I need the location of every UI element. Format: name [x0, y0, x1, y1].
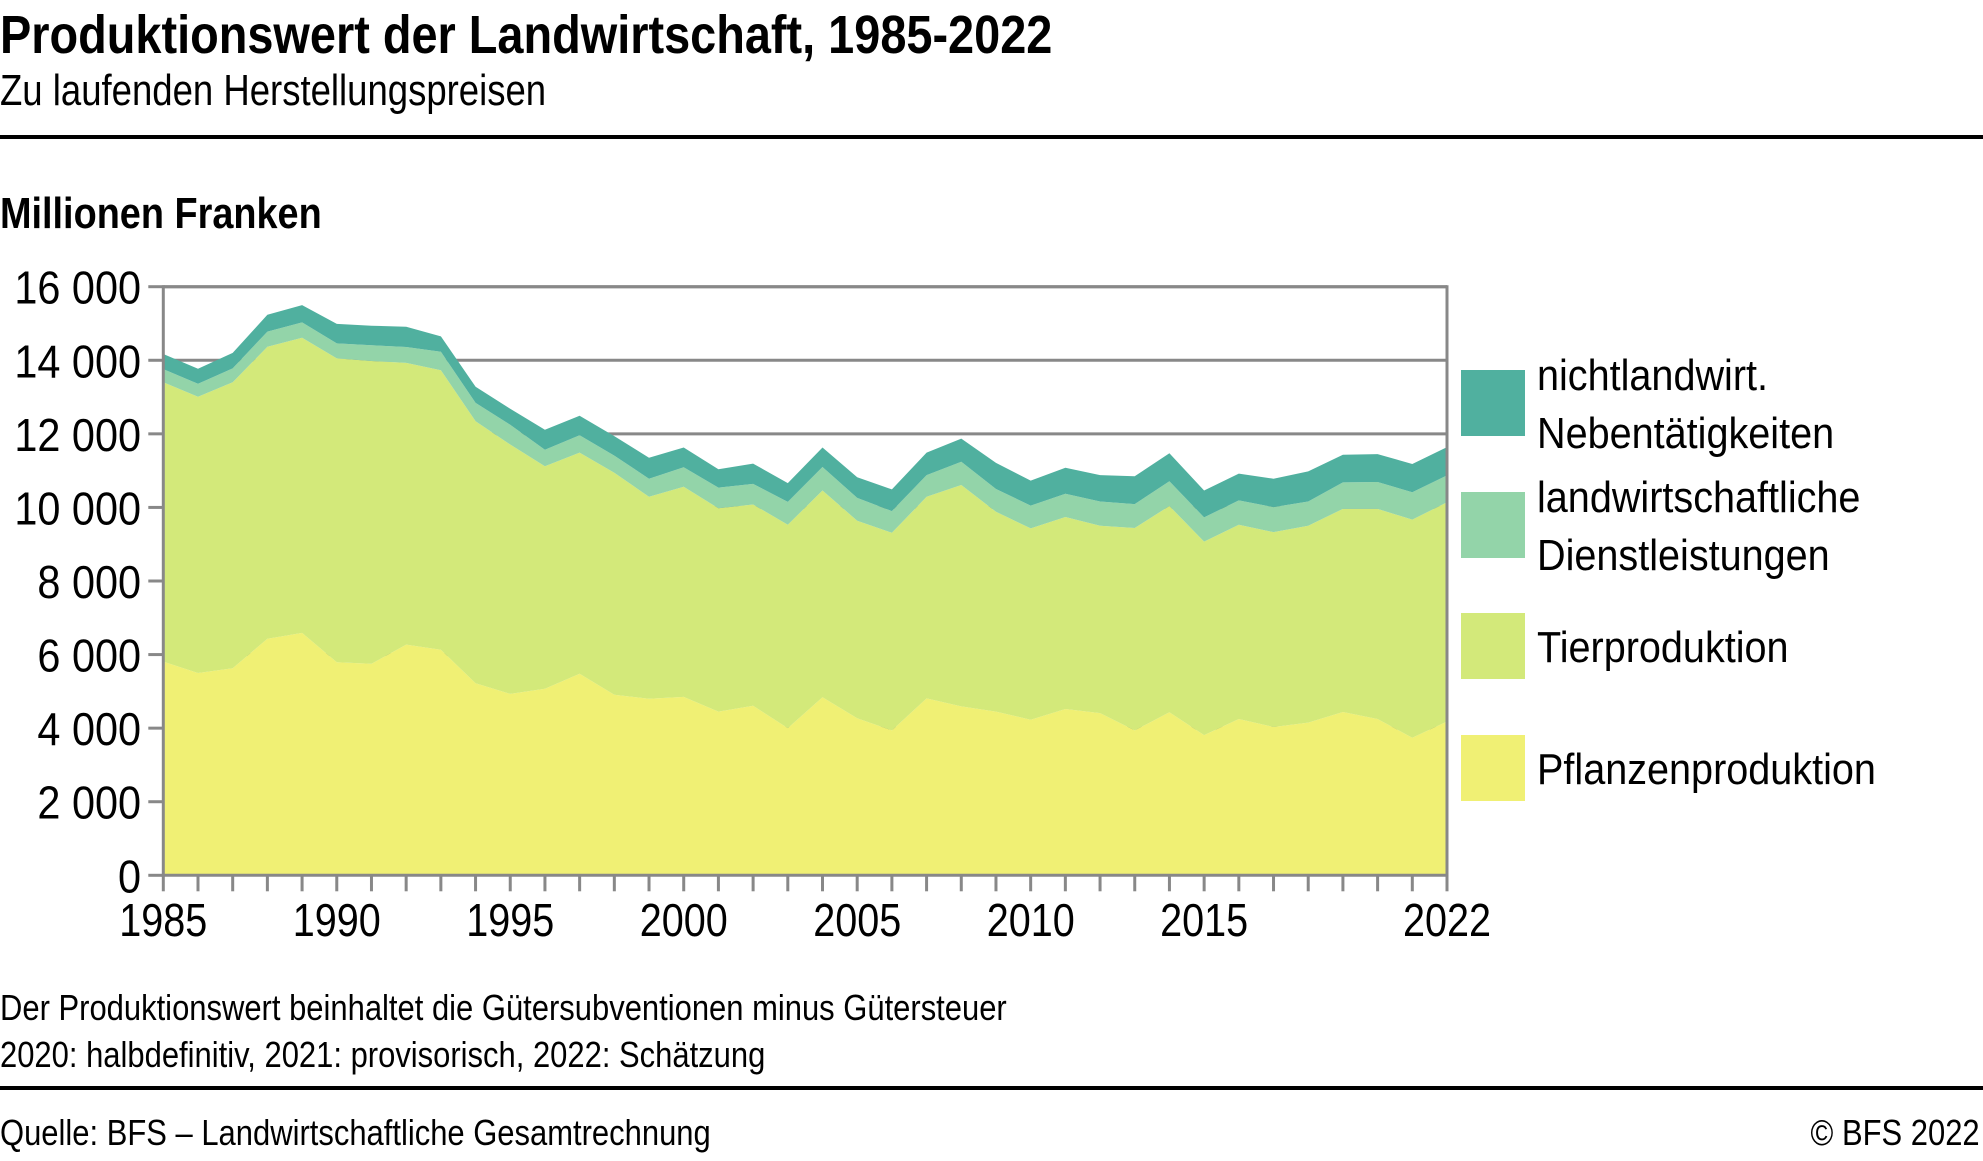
source-note: Quelle: BFS – Landwirtschaftliche Gesamt… — [0, 1112, 711, 1153]
copyright: © BFS 2022 — [1810, 1112, 1980, 1153]
x-tick-label: 1985 — [119, 895, 207, 946]
x-tick-label: 1995 — [466, 895, 554, 946]
y-axis-title: Millionen Franken — [0, 189, 322, 238]
chart-subtitle: Zu laufenden Herstellungspreisen — [0, 66, 547, 115]
legend-swatch — [1461, 370, 1525, 436]
x-tick-label: 2000 — [640, 895, 728, 946]
legend-item: Pflanzenproduktion — [1461, 735, 1876, 801]
legend: nichtlandwirt. Nebentätigkeiten landwirtsc… — [1461, 350, 1876, 801]
area-tierproduktion — [163, 337, 1447, 738]
chart-title: Produktionswert der Landwirtschaft, 1985… — [0, 5, 1053, 65]
legend-label: Nebentätigkeiten — [1537, 408, 1834, 457]
footnote-line: 2020: halbdefinitiv, 2021: provisorisch,… — [0, 1034, 766, 1075]
legend-swatch — [1461, 735, 1525, 801]
footnote-line: Der Produktionswert beinhaltet die Güter… — [0, 987, 1007, 1028]
legend-swatch — [1461, 613, 1525, 679]
y-tick-label: 4 000 — [37, 704, 141, 756]
footnotes: Der Produktionswert beinhaltet die Güter… — [0, 984, 1007, 1078]
y-tick-label: 0 — [118, 851, 141, 903]
area-pflanzenproduktion — [163, 632, 1447, 876]
x-tick-label: 2005 — [813, 895, 901, 946]
legend-item: Tierproduktion — [1461, 613, 1789, 679]
area-landwirtschaftliche-dienstleistungen — [163, 322, 1447, 542]
y-tick-label: 10 000 — [14, 483, 141, 535]
header-rule — [0, 135, 1983, 139]
x-tick-label: 2015 — [1160, 895, 1248, 946]
area-layers — [163, 305, 1447, 876]
y-tick-label: 12 000 — [14, 410, 141, 462]
legend-item: landwirtschaftliche Dienstleistungen — [1461, 472, 1860, 579]
legend-label: Dienstleistungen — [1537, 530, 1830, 579]
y-tick-label: 8 000 — [37, 557, 141, 609]
y-tick-label: 2 000 — [37, 778, 141, 830]
legend-label: landwirtschaftliche — [1537, 472, 1860, 521]
legend-swatch — [1461, 492, 1525, 558]
y-tick-label: 14 000 — [14, 336, 141, 388]
legend-label: Tierproduktion — [1537, 622, 1789, 671]
x-tick-label: 1990 — [293, 895, 381, 946]
x-axis: 1985 1990 1995 2000 2005 2010 2015 2022 — [119, 875, 1491, 947]
legend-label: nichtlandwirt. — [1537, 350, 1768, 399]
x-tick-label: 2010 — [987, 895, 1075, 946]
y-tick-label: 16 000 — [14, 263, 141, 315]
y-tick-label: 6 000 — [37, 631, 141, 683]
footer-rule — [0, 1086, 1983, 1090]
y-axis: 0 2 000 4 000 6 000 8 000 10 000 12 000 14 000 1… — [14, 263, 164, 903]
legend-label: Pflanzenproduktion — [1537, 744, 1876, 793]
area-nichtlandwirt-nebentätigkeiten — [163, 305, 1447, 518]
legend-item: nichtlandwirt. Nebentätigkeiten — [1461, 350, 1834, 457]
x-tick-label: 2022 — [1403, 895, 1491, 946]
